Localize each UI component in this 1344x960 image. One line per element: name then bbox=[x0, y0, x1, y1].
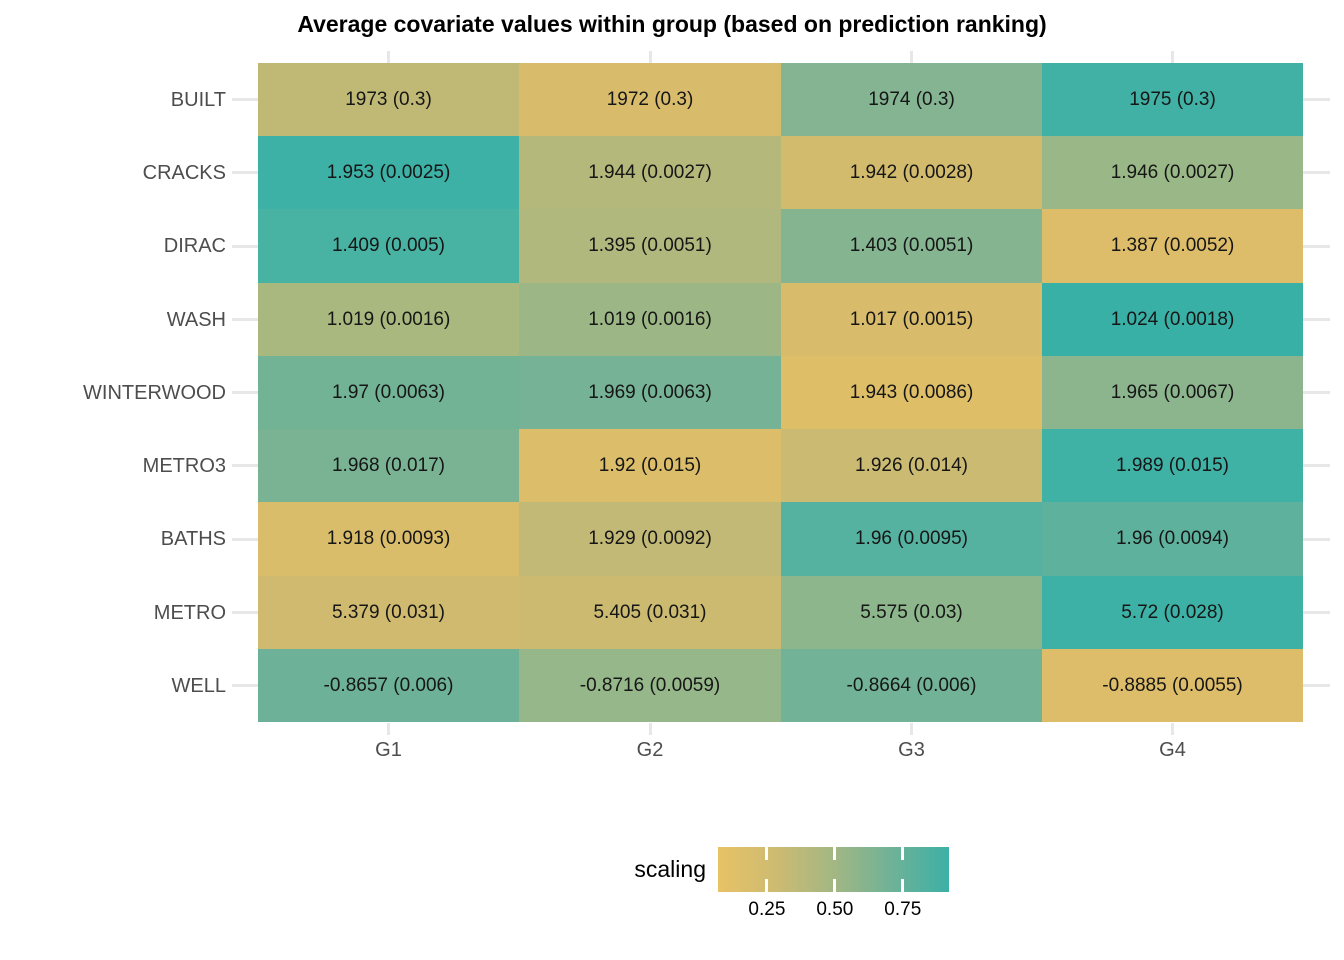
y-axis-tick-right bbox=[1303, 684, 1330, 687]
y-axis-tick-right bbox=[1303, 391, 1330, 394]
heatmap-cell: 1.942 (0.0028) bbox=[781, 136, 1042, 209]
y-axis-tick-right bbox=[1303, 244, 1330, 248]
chart-title: Average covariate values within group (b… bbox=[297, 11, 1047, 37]
y-axis-tick bbox=[232, 684, 258, 687]
heatmap-cell: -0.8657 (0.006) bbox=[258, 649, 519, 722]
y-axis-tick bbox=[232, 244, 258, 248]
heatmap-cell: 1.395 (0.0051) bbox=[519, 209, 781, 283]
y-axis-tick bbox=[232, 391, 258, 394]
y-axis-tick-right bbox=[1303, 318, 1330, 321]
y-axis-tick-right bbox=[1303, 464, 1330, 467]
heatmap-cell: 1.989 (0.015) bbox=[1042, 429, 1303, 502]
y-axis-label: WINTERWOOD bbox=[83, 381, 226, 404]
heatmap-cell: 1.918 (0.0093) bbox=[258, 502, 519, 576]
heatmap-cell: 1974 (0.3) bbox=[781, 63, 1042, 136]
heatmap-cell: 1.968 (0.017) bbox=[258, 429, 519, 502]
heatmap-cell: 5.405 (0.031) bbox=[519, 576, 781, 649]
y-axis-tick bbox=[232, 611, 258, 614]
legend-tick bbox=[765, 879, 769, 892]
y-axis-tick bbox=[232, 537, 258, 541]
x-axis-label: G3 bbox=[898, 739, 925, 761]
heatmap-cell: 5.72 (0.028) bbox=[1042, 576, 1303, 649]
heatmap-cell: 1.946 (0.0027) bbox=[1042, 136, 1303, 209]
heatmap-cell: 1973 (0.3) bbox=[258, 63, 519, 136]
y-axis-label: CRACKS bbox=[142, 161, 226, 184]
heatmap-cell: 1.019 (0.0016) bbox=[258, 283, 519, 356]
legend-tick bbox=[901, 879, 905, 892]
heatmap-cell: 1.965 (0.0067) bbox=[1042, 356, 1303, 429]
heatmap-cell: 1.944 (0.0027) bbox=[519, 136, 781, 209]
legend-tick bbox=[833, 847, 837, 860]
heatmap-cell: 1.92 (0.015) bbox=[519, 429, 781, 502]
x-axis-tick-top bbox=[1171, 51, 1174, 63]
y-axis-label: METRO bbox=[153, 601, 226, 624]
heatmap-cell: 1.409 (0.005) bbox=[258, 209, 519, 283]
heatmap-cell: -0.8885 (0.0055) bbox=[1042, 649, 1303, 722]
x-axis-label: G1 bbox=[375, 739, 402, 761]
heatmap-panel: 1973 (0.3) 1972 (0.3) 1974 (0.3) 1975 (0.3)… bbox=[258, 63, 1303, 722]
legend-tick bbox=[833, 879, 837, 892]
heatmap-cell: 1.403 (0.0051) bbox=[781, 209, 1042, 283]
heatmap-cell: 1.97 (0.0063) bbox=[258, 356, 519, 429]
legend-tick bbox=[765, 847, 769, 860]
y-axis-tick-right bbox=[1303, 611, 1330, 614]
y-axis-tick bbox=[232, 464, 258, 467]
x-axis-label: G2 bbox=[636, 739, 664, 761]
x-axis-tick-top bbox=[387, 51, 390, 63]
heatmap-cell: 1.96 (0.0095) bbox=[781, 502, 1042, 576]
heatmap-cell: 1.96 (0.0094) bbox=[1042, 502, 1303, 576]
legend-tick bbox=[901, 847, 905, 860]
heatmap-cell: 1.969 (0.0063) bbox=[519, 356, 781, 429]
y-axis-label: WASH bbox=[166, 308, 226, 331]
legend-tick-label: 0.50 bbox=[816, 899, 854, 920]
x-axis-label: G4 bbox=[1159, 739, 1186, 761]
y-axis-label: BUILT bbox=[170, 88, 226, 111]
x-axis-tick-bottom bbox=[648, 723, 652, 735]
y-axis-tick-right bbox=[1303, 537, 1330, 541]
heatmap-cell: 1.019 (0.0016) bbox=[519, 283, 781, 356]
legend-tick-label: 0.75 bbox=[884, 899, 922, 920]
y-axis-tick bbox=[232, 98, 258, 101]
heatmap-cell: -0.8664 (0.006) bbox=[781, 649, 1042, 722]
x-axis-tick-top bbox=[910, 51, 913, 63]
legend-tick-label: 0.25 bbox=[748, 899, 786, 920]
y-axis-label: WELL bbox=[171, 674, 226, 697]
heatmap-cell: 1.387 (0.0052) bbox=[1042, 209, 1303, 283]
x-axis-tick-bottom bbox=[387, 723, 390, 735]
heatmap-cell: 1.929 (0.0092) bbox=[519, 502, 781, 576]
y-axis-tick-right bbox=[1303, 171, 1330, 174]
heatmap-cell: -0.8716 (0.0059) bbox=[519, 649, 781, 722]
x-axis-tick-bottom bbox=[1171, 723, 1174, 735]
heatmap-cell: 5.379 (0.031) bbox=[258, 576, 519, 649]
heatmap-cell: 1.953 (0.0025) bbox=[258, 136, 519, 209]
heatmap-cell: 1.943 (0.0086) bbox=[781, 356, 1042, 429]
heatmap-cell: 5.575 (0.03) bbox=[781, 576, 1042, 649]
heatmap-cell: 1972 (0.3) bbox=[519, 63, 781, 136]
x-axis-tick-top bbox=[648, 51, 652, 63]
heatmap-cell: 1975 (0.3) bbox=[1042, 63, 1303, 136]
heatmap-cell: 1.024 (0.0018) bbox=[1042, 283, 1303, 356]
y-axis-label: BATHS bbox=[160, 528, 226, 550]
y-axis-tick bbox=[232, 171, 258, 174]
y-axis-tick-right bbox=[1303, 98, 1330, 101]
x-axis-tick-bottom bbox=[910, 723, 913, 735]
y-axis-label: DIRAC bbox=[163, 235, 226, 257]
y-axis-tick bbox=[232, 318, 258, 321]
heatmap-cell: 1.926 (0.014) bbox=[781, 429, 1042, 502]
heatmap-cell: 1.017 (0.0015) bbox=[781, 283, 1042, 356]
legend-title: scaling bbox=[634, 856, 706, 882]
y-axis-label: METRO3 bbox=[142, 454, 226, 477]
